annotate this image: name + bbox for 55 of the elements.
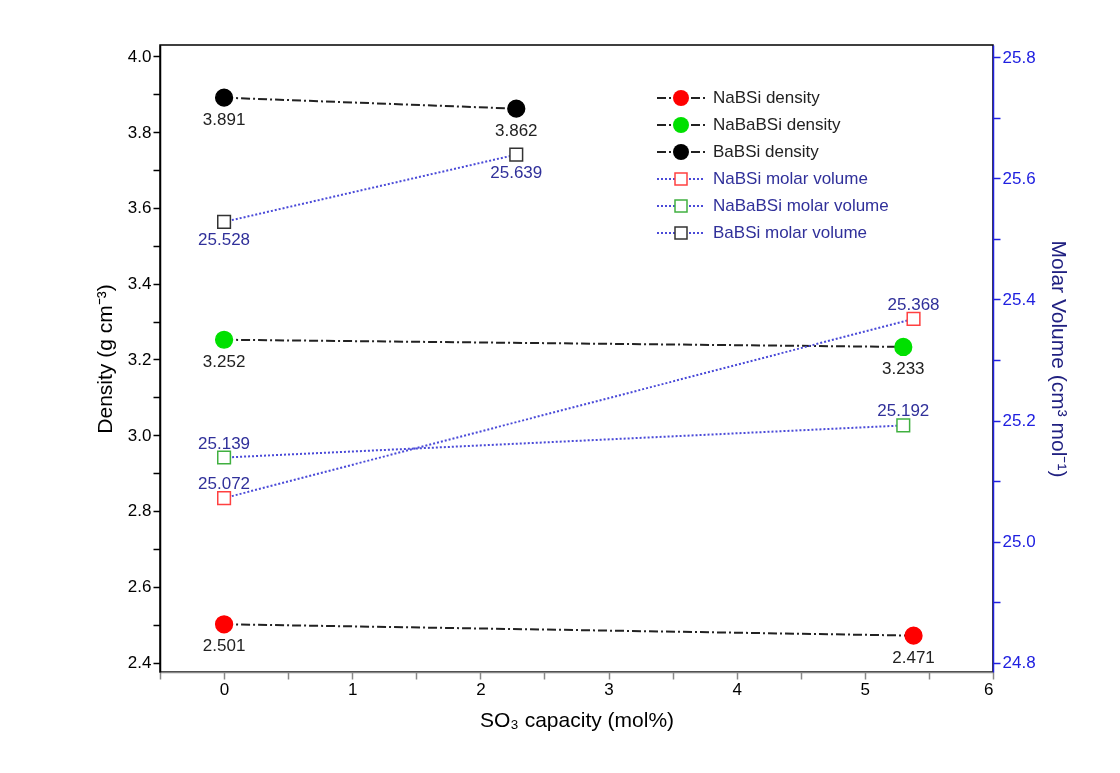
point bbox=[214, 615, 234, 634]
point bbox=[906, 311, 921, 326]
x-tick-label: 2 bbox=[476, 679, 486, 699]
x-tick-label: 4 bbox=[732, 679, 742, 699]
legend-label: BaBSi molar volume bbox=[713, 222, 868, 243]
data-label: 25.368 bbox=[887, 294, 940, 314]
y-tick-label: 2.8 bbox=[127, 501, 152, 521]
point bbox=[214, 88, 234, 107]
y-tick-label: 3.8 bbox=[127, 122, 152, 142]
point bbox=[217, 491, 232, 506]
y-tick-label: 3.4 bbox=[127, 274, 152, 294]
x-tick-label: 6 bbox=[984, 679, 994, 699]
point bbox=[214, 330, 234, 349]
y-tick-label: 4.0 bbox=[127, 46, 152, 66]
y-tick-label: 3.0 bbox=[127, 425, 152, 445]
data-label: 25.639 bbox=[490, 162, 543, 182]
y-tick-label: 3.2 bbox=[127, 349, 152, 369]
data-label: 25.192 bbox=[877, 401, 930, 421]
data-label: 2.501 bbox=[202, 636, 246, 656]
y2-tick-label: 25.2 bbox=[1002, 411, 1036, 431]
y2-tick-label: 24.8 bbox=[1002, 653, 1036, 673]
point bbox=[509, 147, 524, 162]
y2-tick-label: 25.6 bbox=[1002, 168, 1036, 188]
data-label: 3.862 bbox=[494, 120, 538, 140]
data-label: 3.233 bbox=[882, 358, 925, 378]
legend-label: NaBSi density bbox=[713, 87, 820, 108]
y-tick-label: 2.6 bbox=[127, 577, 152, 597]
y2-axis-title: Molar Volume (cm³ mol⁻¹) bbox=[1047, 240, 1071, 478]
legend-label: NaBSi molar volume bbox=[713, 168, 868, 189]
point bbox=[217, 450, 232, 465]
point bbox=[904, 626, 923, 645]
data-label: 3.252 bbox=[202, 351, 246, 371]
point bbox=[896, 418, 911, 433]
legend-label: BaBSi density bbox=[713, 141, 819, 162]
y2-tick-label: 25.4 bbox=[1002, 289, 1036, 309]
y-tick-label: 3.6 bbox=[127, 198, 152, 218]
point bbox=[894, 337, 913, 357]
x-tick-label: 0 bbox=[219, 679, 230, 699]
x-tick-label: 3 bbox=[604, 679, 614, 699]
y-tick-label: 2.4 bbox=[127, 653, 152, 673]
x-tick-label: 5 bbox=[860, 679, 871, 699]
y2-tick-label: 25.0 bbox=[1002, 532, 1036, 552]
point bbox=[507, 99, 526, 118]
y2-tick-label: 25.8 bbox=[1002, 47, 1036, 67]
data-label: 25.139 bbox=[198, 433, 251, 453]
y-axis-title: Density (g cm⁻³) bbox=[92, 284, 116, 434]
data-label: 2.471 bbox=[892, 647, 935, 667]
legend-label: NaBaBSi molar volume bbox=[713, 195, 889, 216]
x-tick-label: 1 bbox=[348, 679, 358, 699]
legend-label: NaBaBSi density bbox=[713, 114, 841, 135]
point bbox=[217, 214, 232, 229]
data-label: 3.891 bbox=[202, 109, 246, 129]
data-label: 25.528 bbox=[198, 229, 251, 249]
x-axis-title: SO₃ capacity (mol%) bbox=[479, 707, 675, 731]
data-label: 25.072 bbox=[198, 474, 251, 494]
